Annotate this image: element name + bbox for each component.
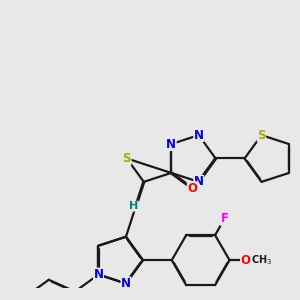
Text: O: O <box>187 182 197 195</box>
Text: S: S <box>257 129 266 142</box>
Text: N: N <box>194 176 204 188</box>
Text: N: N <box>94 268 103 281</box>
Text: F: F <box>220 212 229 225</box>
Text: S: S <box>122 152 131 165</box>
Text: N: N <box>166 138 176 151</box>
Text: N: N <box>194 129 204 142</box>
Text: H: H <box>129 201 138 211</box>
Text: N: N <box>121 277 131 290</box>
Text: O: O <box>240 254 250 267</box>
Text: CH$_3$: CH$_3$ <box>251 253 272 267</box>
